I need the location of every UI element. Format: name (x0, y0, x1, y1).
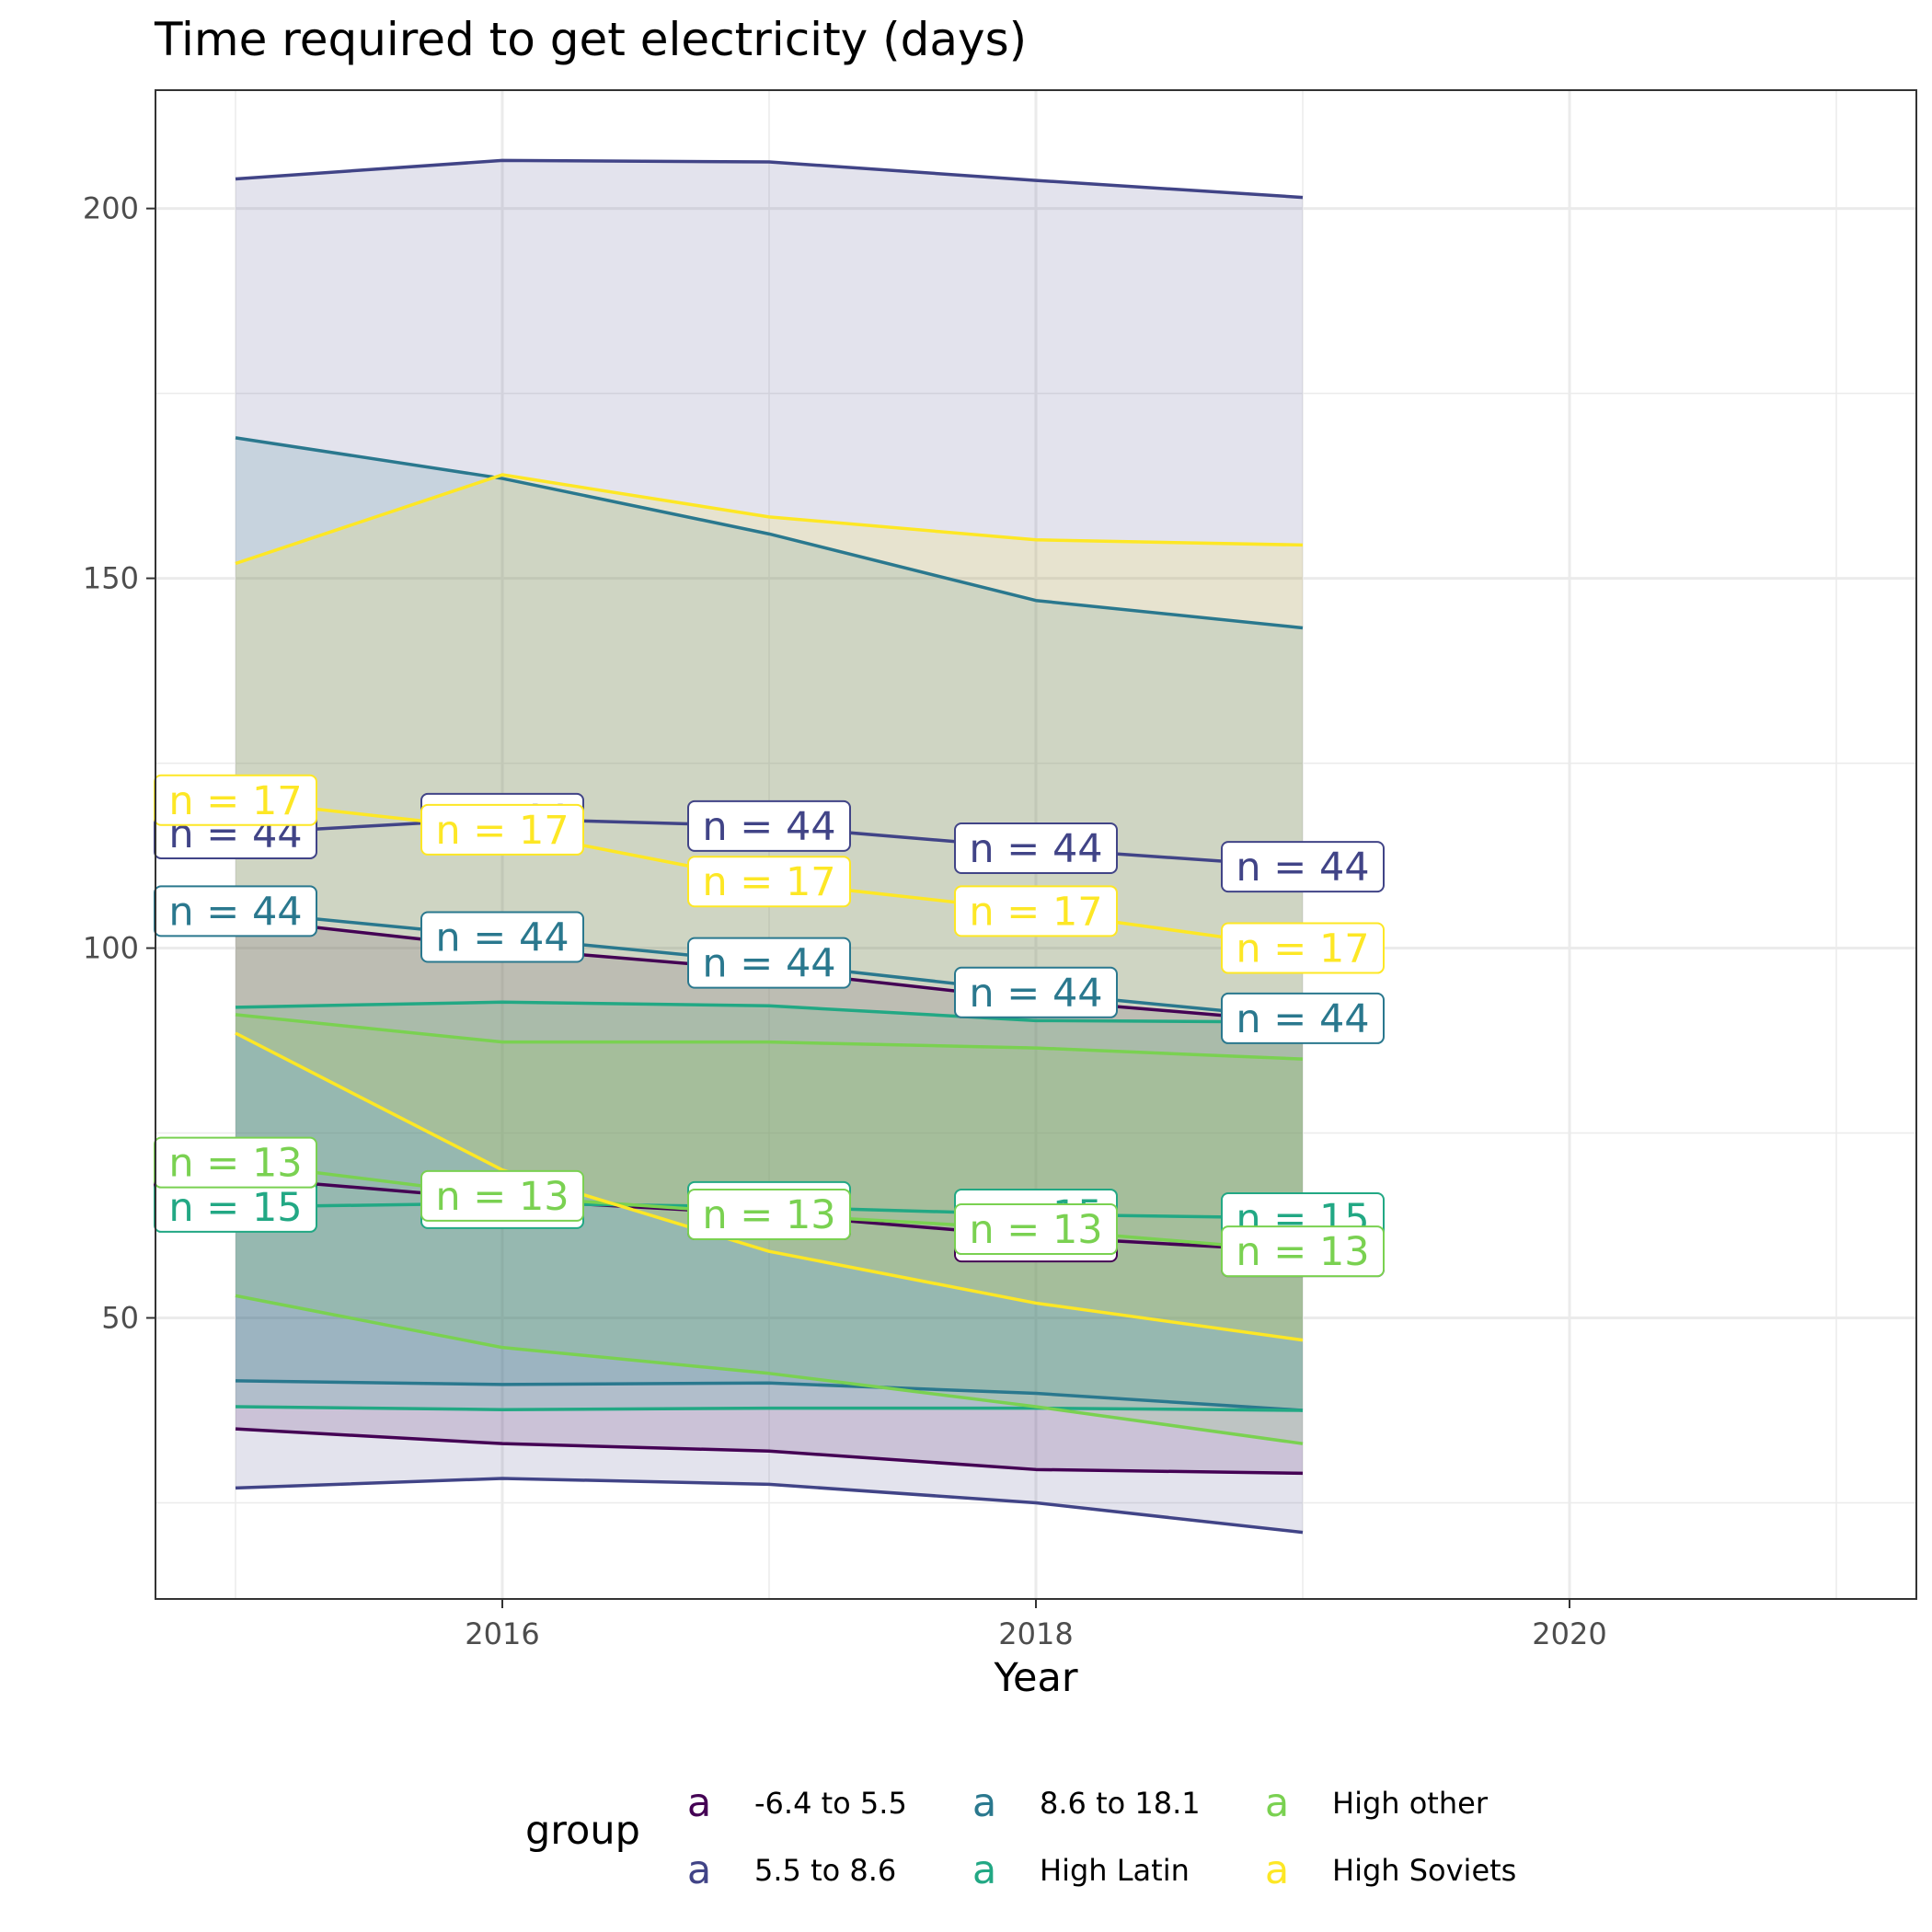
n-label: n = 13 (687, 1188, 851, 1240)
x-tick-label: 2020 (1532, 1616, 1606, 1651)
n-label-box (1221, 922, 1385, 974)
n-label-text: n = 44 (969, 971, 1102, 1017)
n-label: n = 44 (954, 822, 1118, 875)
n-label-text: n = 44 (435, 914, 569, 960)
n-label-box (954, 885, 1118, 937)
n-label: n = 17 (154, 774, 317, 826)
legend-item: a 5.5 to 8.6 (687, 1847, 896, 1893)
series-line-upper (235, 1013, 1304, 1061)
series-line-lower (235, 1031, 1304, 1342)
n-label: n = 44 (154, 885, 317, 937)
n-label-text: n = 17 (969, 889, 1102, 935)
n-label: n = 17 (420, 803, 584, 856)
n-label-text: n = 15 (168, 1185, 302, 1231)
y-tick-label: 150 (83, 561, 139, 596)
legend-item: a High other (1265, 1780, 1489, 1826)
n-label-box (420, 911, 584, 963)
n-label-box (420, 1169, 584, 1222)
n-label-text: n = 17 (702, 859, 835, 905)
n-label: n = 17 (687, 856, 851, 908)
n-label-text: n = 17 (1236, 926, 1369, 972)
series-line-lower (235, 1477, 1304, 1535)
legend-label: -6.4 to 5.5 (754, 1786, 907, 1821)
series-line-upper (235, 473, 1304, 566)
series-line-lower (235, 1405, 1304, 1412)
n-label: n = 44 (687, 937, 851, 989)
legend-label: High other (1332, 1786, 1489, 1821)
series-line-upper (235, 1000, 1304, 1024)
ribbon-band (236, 475, 1303, 1340)
n-label: n = 13 (154, 1136, 317, 1189)
n-label: n = 13 (420, 1169, 584, 1222)
series-line-lower (235, 1379, 1304, 1412)
n-label-text: n = 13 (168, 1141, 302, 1187)
n-label-text: n = 44 (702, 804, 835, 850)
legend-key: a (687, 1847, 711, 1893)
n-label: n = 13 (954, 1203, 1118, 1256)
n-label: n = 44 (420, 911, 584, 963)
n-label-text: n = 44 (1236, 996, 1369, 1042)
n-label-text: n = 44 (702, 941, 835, 987)
n-label-text: n = 44 (1236, 845, 1369, 891)
n-label-text: n = 44 (168, 889, 302, 935)
y-tick-label: 100 (83, 931, 139, 966)
n-label-box (1221, 841, 1385, 893)
legend-key: a (972, 1780, 996, 1826)
n-label-text: n = 13 (969, 1207, 1102, 1253)
legend-key: a (1265, 1847, 1289, 1893)
legend-item: a High Latin (972, 1847, 1190, 1893)
plot-panel: n = 44 n = 44 n = 44 n = 44 n = 44 n = 44 n = … (154, 89, 1917, 1600)
axes: 2016 2018 2020 50 100 150 200 (83, 191, 1607, 1651)
n-label-box (687, 1188, 851, 1240)
series-line-lower (235, 1427, 1304, 1476)
n-label-box (954, 1203, 1118, 1256)
y-tick-label: 200 (83, 191, 139, 226)
legend: group a -6.4 to 5.5 a 5.5 to 8.6 a 8.6 to 18.… (525, 1780, 1516, 1893)
legend-key: a (687, 1780, 711, 1826)
n-label-text: n = 44 (969, 826, 1102, 872)
n-label: n = 17 (954, 885, 1118, 937)
n-label: n = 15 (154, 1180, 317, 1233)
legend-label: 5.5 to 8.6 (754, 1853, 896, 1888)
n-label-box (687, 856, 851, 908)
n-label-box (954, 822, 1118, 875)
legend-item: a -6.4 to 5.5 (687, 1780, 907, 1826)
legend-key: a (972, 1847, 996, 1893)
legend-label: High Soviets (1332, 1853, 1516, 1888)
n-label-text: n = 13 (702, 1192, 835, 1238)
n-label-box (1221, 992, 1385, 1044)
n-label: n = 17 (1221, 922, 1385, 974)
legend-label: 8.6 to 18.1 (1040, 1786, 1201, 1821)
n-label: n = 44 (1221, 841, 1385, 893)
n-label: n = 13 (1221, 1225, 1385, 1278)
legend-key: a (1265, 1780, 1289, 1826)
y-tick-label: 50 (101, 1301, 139, 1336)
n-label-box (954, 966, 1118, 1018)
legend-label: High Latin (1040, 1853, 1190, 1888)
legend-item: a High Soviets (1265, 1847, 1517, 1893)
x-tick-label: 2018 (998, 1616, 1073, 1651)
ribbon-band (236, 437, 1303, 1410)
legend-item: a 8.6 to 18.1 (972, 1780, 1201, 1826)
series-line-upper (235, 158, 1304, 200)
n-label-text: n = 13 (435, 1174, 569, 1220)
n-label: n = 44 (687, 799, 851, 852)
x-axis-title: Year (993, 1655, 1077, 1701)
legend-title: group (525, 1808, 640, 1854)
n-label-box (420, 803, 584, 856)
series-line-upper (235, 436, 1304, 630)
n-label-box (1221, 1225, 1385, 1278)
n-label-box (687, 937, 851, 989)
n-label-text: n = 17 (168, 778, 302, 824)
x-tick-label: 2016 (465, 1616, 539, 1651)
n-label-text: n = 13 (1236, 1229, 1369, 1275)
n-label: n = 44 (954, 966, 1118, 1018)
n-label-text: n = 17 (435, 808, 569, 854)
n-label-box (687, 799, 851, 852)
n-label: n = 44 (1221, 992, 1385, 1044)
series-line-lower (235, 1294, 1304, 1445)
chart-title: Time required to get electricity (days) (154, 13, 1027, 66)
